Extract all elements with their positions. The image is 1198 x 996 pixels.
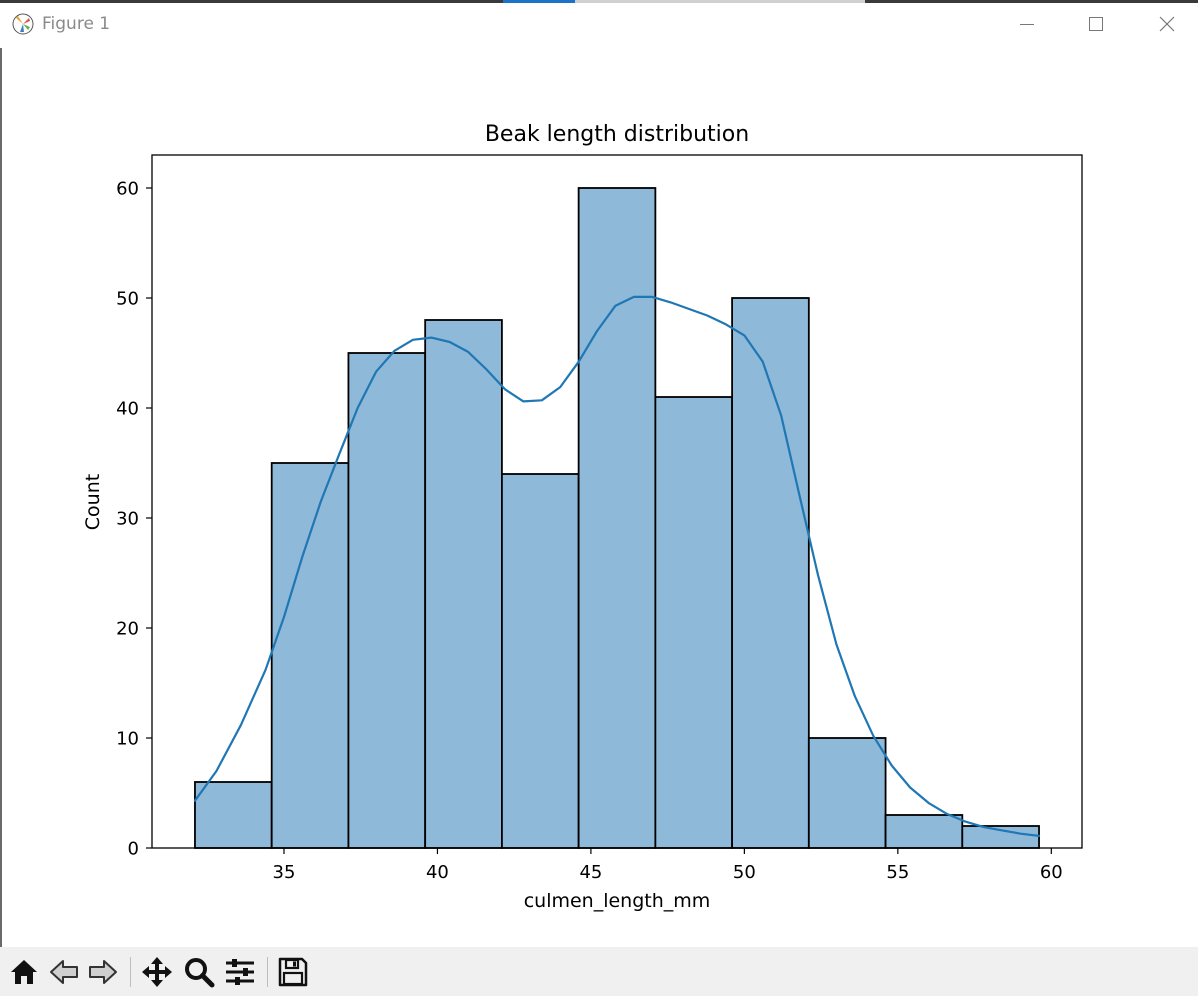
x-tick-label: 40 [426,862,449,883]
minimize-button[interactable] [1004,8,1050,40]
forward-button[interactable] [87,956,119,988]
x-tick-label: 45 [579,862,602,883]
y-axis-label: Count [82,474,104,530]
save-button[interactable] [277,956,309,988]
y-tick-label: 0 [128,839,139,860]
zoom-button[interactable] [183,956,215,988]
configure-subplots-button[interactable] [224,956,256,988]
histogram-bar [501,473,580,849]
x-axis-ticks: 35 40 45 50 55 60 [273,848,1063,883]
x-axis-label: culmen_length_mm [524,890,711,912]
navigation-toolbar [0,947,1198,996]
close-button[interactable] [1144,8,1190,40]
minimize-icon [1020,24,1034,25]
home-icon [11,960,37,984]
window-left-border [0,48,2,948]
histogram-bar [884,814,964,849]
histogram-bar [577,187,657,849]
maximize-button[interactable] [1073,8,1119,40]
y-tick-label: 50 [116,289,139,310]
y-tick-label: 10 [116,729,139,750]
histogram-bar [270,462,350,849]
x-tick-label: 55 [886,862,909,883]
y-tick-label: 20 [116,619,139,640]
y-tick-label: 30 [116,509,139,530]
move-icon [142,957,172,987]
histogram-bar [424,319,503,849]
plot-area-frame [151,154,1083,849]
kde-curve [193,295,1041,838]
y-tick-label: 60 [116,179,139,200]
window-title: Figure 1 [42,14,111,34]
y-tick-label: 40 [116,399,139,420]
magnifier-icon [185,958,215,988]
toolbar-separator [267,957,268,987]
histogram-bar [807,737,887,849]
histogram-figure: Beak length distribution 35 40 45 50 55 60 0 1… [82,122,1083,912]
back-arrow-icon [50,960,78,984]
home-button[interactable] [8,956,40,988]
back-button[interactable] [48,956,80,988]
close-icon [1159,16,1175,32]
window-titlebar: Figure 1 [0,0,1198,48]
pan-button[interactable] [141,956,173,988]
maximize-icon [1089,17,1103,31]
y-axis-ticks: 0 10 20 30 40 50 60 [116,179,152,860]
x-tick-label: 60 [1040,862,1063,883]
histogram-bar [347,352,427,849]
matplotlib-logo-icon [12,13,34,35]
chart-title: Beak length distribution [485,122,749,147]
histogram-bar [731,297,810,849]
x-tick-label: 50 [733,862,756,883]
histogram-bar [194,781,273,849]
titlebar-top-accent [503,0,575,3]
forward-arrow-icon [89,960,117,984]
floppy-disk-icon [278,957,308,987]
titlebar-top-light [575,0,865,3]
toolbar-separator [130,957,131,987]
histogram-bars [194,187,1040,849]
sliders-icon [226,959,254,985]
histogram-bar [654,396,733,849]
x-tick-label: 35 [273,862,296,883]
